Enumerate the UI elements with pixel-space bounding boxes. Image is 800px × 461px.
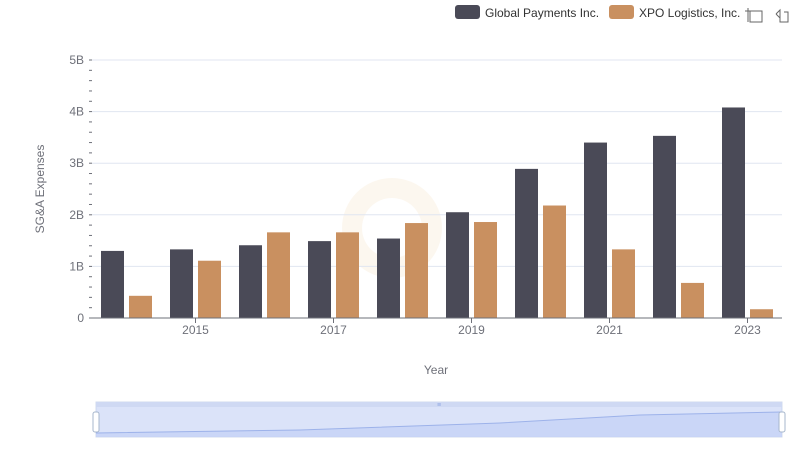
legend-item-xpo-logistics[interactable]: XPO Logistics, Inc. bbox=[609, 5, 740, 20]
data-zoom-handle-left[interactable] bbox=[92, 411, 100, 433]
data-zoom-selected-range[interactable] bbox=[96, 407, 782, 437]
bar-global-payments-2021[interactable] bbox=[584, 142, 607, 318]
bar-global-payments-2015[interactable] bbox=[170, 249, 193, 318]
x-tick-label: 2021 bbox=[596, 323, 623, 337]
y-tick-label: 5B bbox=[69, 53, 84, 67]
x-tick-label: 2019 bbox=[458, 323, 485, 337]
bar-global-payments-2018[interactable] bbox=[377, 238, 400, 318]
data-zoom-handle-right[interactable] bbox=[778, 411, 786, 433]
y-axis: 0 1B 2B 3B 4B 5B bbox=[69, 53, 92, 325]
bar-xpo-logistics-2020[interactable] bbox=[543, 205, 566, 318]
y-axis-title: SG&A Expenses bbox=[33, 145, 47, 234]
bar-xpo-logistics-2016[interactable] bbox=[267, 232, 290, 318]
data-zoom-preview-line bbox=[95, 411, 783, 434]
data-zoom-slider[interactable]: ≡ bbox=[92, 401, 786, 438]
x-tick-label: 2023 bbox=[734, 323, 761, 337]
legend-label-global-payments: Global Payments Inc. bbox=[485, 6, 599, 20]
bar-xpo-logistics-2023[interactable] bbox=[750, 309, 773, 318]
bar-global-payments-2020[interactable] bbox=[515, 168, 538, 318]
x-axis: 2015 2017 2019 2021 2023 bbox=[92, 317, 782, 337]
y-tick-label: 0 bbox=[77, 311, 84, 325]
x-tick-label: 2015 bbox=[182, 323, 209, 337]
x-tick-label: 2017 bbox=[320, 323, 347, 337]
data-zoom-top-bar[interactable] bbox=[96, 402, 782, 407]
data-zoom-grip-icon[interactable]: ≡ bbox=[437, 402, 441, 409]
legend-label-xpo-logistics: XPO Logistics, Inc. bbox=[639, 6, 740, 20]
bar-xpo-logistics-2022[interactable] bbox=[681, 282, 704, 318]
bar-xpo-logistics-2021[interactable] bbox=[612, 249, 635, 318]
bar-global-payments-2017[interactable] bbox=[308, 241, 331, 318]
bar-global-payments-2019[interactable] bbox=[446, 212, 469, 318]
bar-xpo-logistics-2018[interactable] bbox=[405, 223, 428, 318]
legend-item-global-payments[interactable]: Global Payments Inc. bbox=[455, 5, 599, 20]
bar-xpo-logistics-2019[interactable] bbox=[474, 222, 497, 318]
y-tick-label: 4B bbox=[69, 105, 84, 119]
bar-xpo-logistics-2014[interactable] bbox=[129, 295, 152, 318]
legend[interactable]: Global Payments Inc. XPO Logistics, Inc. bbox=[455, 5, 740, 20]
bar-xpo-logistics-2017[interactable] bbox=[336, 232, 359, 318]
bar-global-payments-2022[interactable] bbox=[653, 135, 676, 318]
bar-global-payments-2023[interactable] bbox=[722, 107, 745, 318]
zoom-icon[interactable] bbox=[745, 8, 763, 23]
bar-global-payments-2016[interactable] bbox=[239, 245, 262, 318]
y-tick-label: 3B bbox=[69, 156, 84, 170]
y-tick-label: 2B bbox=[69, 208, 84, 222]
bars bbox=[101, 107, 773, 318]
bar-global-payments-2014[interactable] bbox=[101, 250, 124, 318]
bar-xpo-logistics-2015[interactable] bbox=[198, 260, 221, 318]
y-tick-label: 1B bbox=[69, 259, 84, 273]
legend-swatch-xpo-logistics bbox=[609, 5, 634, 19]
legend-swatch-global-payments bbox=[455, 5, 480, 19]
x-axis-title: Year bbox=[424, 363, 448, 377]
reset-icon[interactable] bbox=[775, 8, 789, 23]
